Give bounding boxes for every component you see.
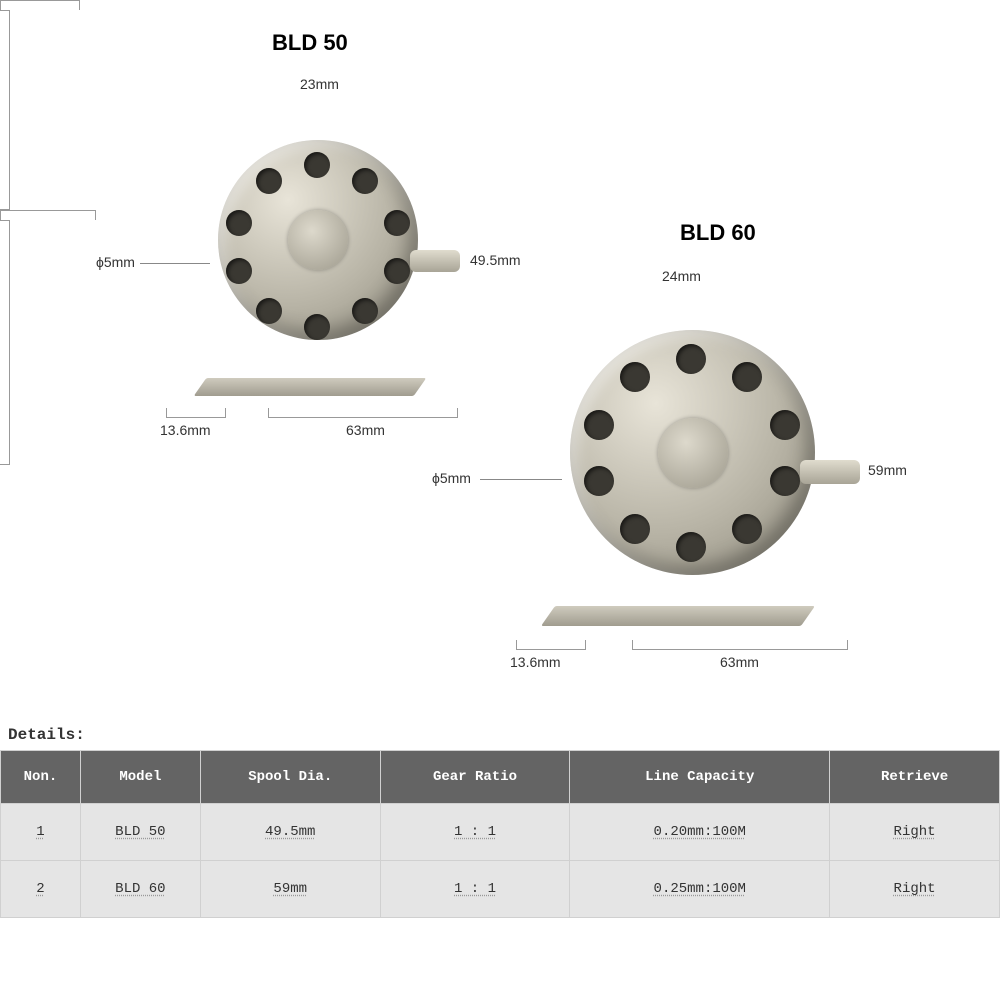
th-gear: Gear Ratio — [380, 751, 570, 804]
bld50-title: BLD 50 — [272, 30, 348, 56]
bld60-dim-base: 63mm — [720, 654, 759, 670]
details-heading: Details: — [0, 720, 1000, 750]
cell-non: 1 — [1, 804, 81, 861]
cell-non: 2 — [1, 861, 81, 918]
table-row: 1 BLD 50 49.5mm 1 : 1 0.20mm:100M Right — [1, 804, 1000, 861]
bld60-reel-hub — [658, 418, 728, 488]
bld50-dim-shaft: ϕ5mm — [96, 254, 135, 270]
bld60-dim-top: 24mm — [662, 268, 701, 284]
bld50-dim-base: 63mm — [346, 422, 385, 438]
table-row: 2 BLD 60 59mm 1 : 1 0.25mm:100M Right — [1, 861, 1000, 918]
cell-retrieve: Right — [830, 804, 1000, 861]
bld50-knob — [410, 250, 460, 272]
bld60-title: BLD 60 — [680, 220, 756, 246]
cell-line: 0.20mm:100M — [570, 804, 830, 861]
cell-retrieve: Right — [830, 861, 1000, 918]
bld50-reel-hub — [288, 210, 348, 270]
bld60-knob — [800, 460, 860, 484]
bld60-dim-height: 59mm — [868, 462, 907, 478]
bld50-foot — [194, 378, 427, 396]
th-line: Line Capacity — [570, 751, 830, 804]
bld50-dim-top: 23mm — [300, 76, 339, 92]
th-non: Non. — [1, 751, 81, 804]
cell-line: 0.25mm:100M — [570, 861, 830, 918]
cell-model: BLD 60 — [80, 861, 200, 918]
cell-gear: 1 : 1 — [380, 861, 570, 918]
th-spool: Spool Dia. — [200, 751, 380, 804]
details-section: Details: Non. Model Spool Dia. Gear Rati… — [0, 720, 1000, 918]
bld50-dim-foot: 13.6mm — [160, 422, 211, 438]
cell-gear: 1 : 1 — [380, 804, 570, 861]
bld60-dim-foot: 13.6mm — [510, 654, 561, 670]
th-retrieve: Retrieve — [830, 751, 1000, 804]
bld60-foot — [541, 606, 815, 626]
bld50-dim-height: 49.5mm — [470, 252, 521, 268]
diagram-area: BLD 50 23mm ϕ5mm 49.5mm 63mm 13.6mm BLD … — [0, 0, 1000, 720]
cell-spool: 49.5mm — [200, 804, 380, 861]
bld60-dim-shaft: ϕ5mm — [432, 470, 471, 486]
cell-spool: 59mm — [200, 861, 380, 918]
cell-model: BLD 50 — [80, 804, 200, 861]
table-header-row: Non. Model Spool Dia. Gear Ratio Line Ca… — [1, 751, 1000, 804]
th-model: Model — [80, 751, 200, 804]
spec-table: Non. Model Spool Dia. Gear Ratio Line Ca… — [0, 750, 1000, 918]
